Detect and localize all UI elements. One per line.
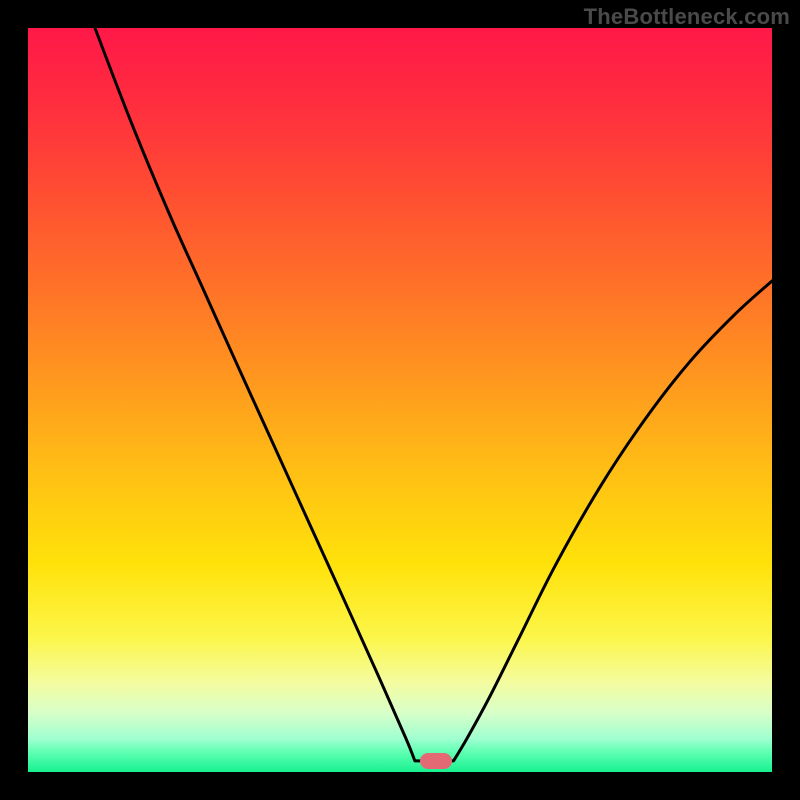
bottleneck-curve xyxy=(28,28,772,772)
plot-area xyxy=(28,28,772,772)
chart-stage: TheBottleneck.com xyxy=(0,0,800,800)
optimum-marker xyxy=(420,753,452,769)
watermark-text: TheBottleneck.com xyxy=(584,4,790,30)
